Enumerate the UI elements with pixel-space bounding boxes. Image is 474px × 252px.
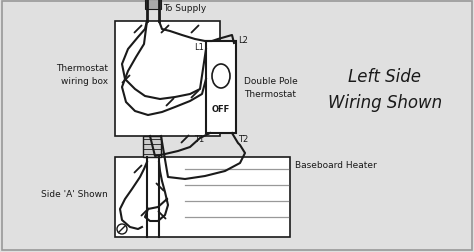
Text: Double Pole
Thermostat: Double Pole Thermostat: [244, 77, 298, 98]
Text: Thermostat
wiring box: Thermostat wiring box: [56, 64, 108, 85]
Text: Left Side
Wiring Shown: Left Side Wiring Shown: [328, 68, 442, 112]
Bar: [145, 0, 161, 10]
Text: T1: T1: [194, 134, 204, 143]
Text: To Supply: To Supply: [163, 4, 206, 12]
Ellipse shape: [212, 65, 230, 89]
Bar: [143, 137, 161, 158]
Bar: [115, 22, 220, 137]
Text: Side 'A' Shown: Side 'A' Shown: [41, 190, 108, 199]
Bar: [115, 158, 290, 237]
Text: Baseboard Heater: Baseboard Heater: [295, 160, 377, 169]
Text: L1: L1: [194, 42, 204, 51]
Circle shape: [117, 224, 127, 234]
Text: T2: T2: [238, 134, 248, 143]
Text: L2: L2: [238, 35, 248, 44]
Text: OFF: OFF: [212, 105, 230, 114]
Bar: [206, 42, 236, 134]
